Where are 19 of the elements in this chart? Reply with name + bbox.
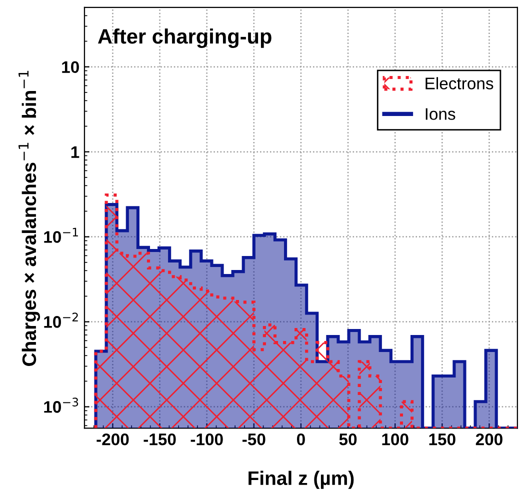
x-axis-title: Final z (µm) <box>248 470 354 489</box>
y-tick-label: 10$^{−1}$ <box>44 228 78 243</box>
x-tick-label: 150 <box>429 433 456 446</box>
x-tick-label: -150 <box>144 433 176 446</box>
x-tick-label: -50 <box>242 433 266 446</box>
x-tick-label: 200 <box>476 433 502 446</box>
legend-label: Ions <box>426 108 456 120</box>
x-tick-label: 100 <box>382 433 408 446</box>
y-tick-label: 1 <box>71 146 80 158</box>
legend-label: Electrons <box>426 77 494 90</box>
x-tick-label: 0 <box>296 433 305 446</box>
x-tick-label: -100 <box>190 433 223 446</box>
y-tick-label: 10 <box>62 61 79 74</box>
x-tick-label: 50 <box>339 433 357 446</box>
y-tick-label: 10$^{−3}$ <box>44 398 78 413</box>
x-tick-label: -200 <box>96 433 129 446</box>
text: After charging-up <box>98 28 272 48</box>
y-axis-title: Charges × avalanches$^{−1}$ × bin$^{−1}$ <box>18 70 40 366</box>
y-tick-label: 10$^{−2}$ <box>44 312 78 328</box>
